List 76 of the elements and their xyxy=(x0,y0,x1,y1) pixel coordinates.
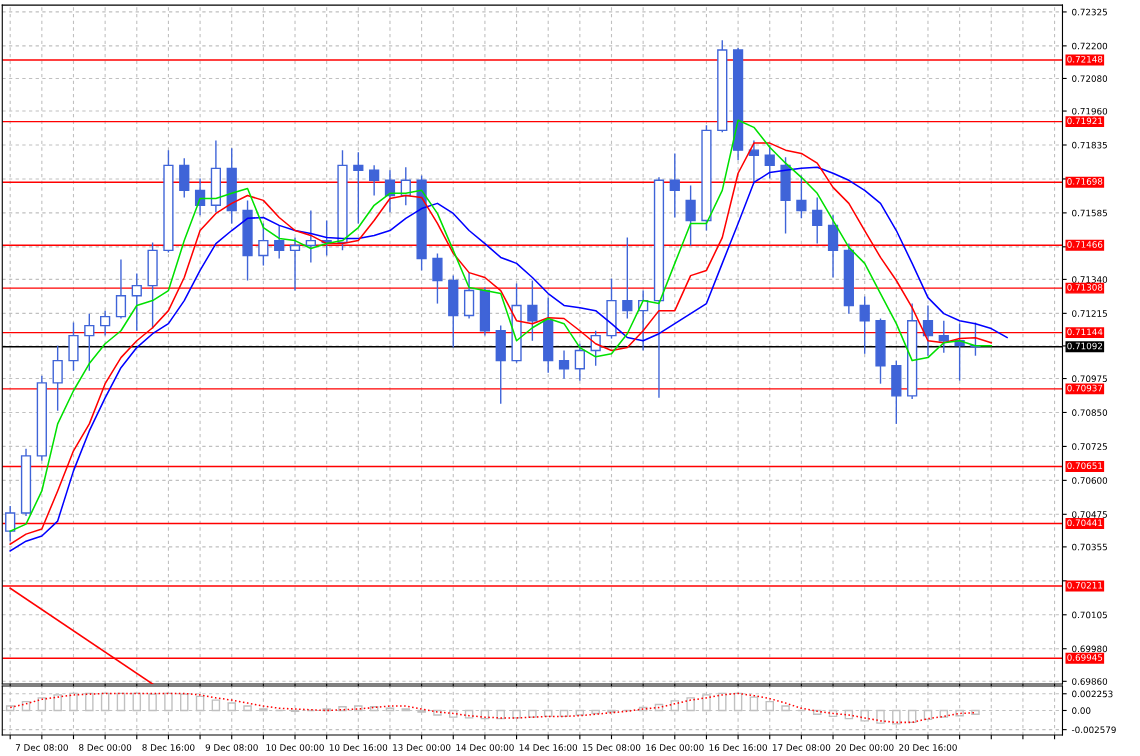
x-tick-label: 13 Dec 00:00 xyxy=(393,744,451,751)
x-tick-label: 15 Dec 08:00 xyxy=(583,744,641,751)
y-tick-label: 0.70850 xyxy=(1072,409,1108,416)
y-tick-label: 0.72080 xyxy=(1072,75,1108,82)
x-tick-label: 16 Dec 16:00 xyxy=(709,744,767,751)
y-tick-label: 0.00 xyxy=(1072,707,1091,714)
candlestick xyxy=(527,279,538,342)
ref-line-label: 0.71921 xyxy=(1067,117,1103,125)
ref-line-label: 0.72148 xyxy=(1067,55,1103,63)
candlestick xyxy=(100,309,111,337)
line-series xyxy=(9,692,977,724)
candlestick xyxy=(669,152,680,219)
candlestick xyxy=(796,174,807,220)
x-tick-label: 14 Dec 00:00 xyxy=(456,744,514,751)
y-tick-label: 0.69980 xyxy=(1072,645,1108,653)
x-tick-label: 16 Dec 00:00 xyxy=(646,744,704,751)
y-tick-label: 0.71585 xyxy=(1072,209,1107,217)
ref-line-label: 0.70651 xyxy=(1067,462,1103,470)
candlestick xyxy=(52,344,63,412)
y-tick-label: 0.71340 xyxy=(1072,276,1108,283)
candlestick xyxy=(5,505,16,542)
candlestick xyxy=(859,295,870,355)
y-tick-label: 0.71835 xyxy=(1072,141,1107,149)
x-tick-label: 8 Dec 16:00 xyxy=(142,744,195,751)
y-tick-label: -0.002579 xyxy=(1071,726,1116,734)
ref-line-label: 0.71466 xyxy=(1067,241,1103,248)
x-tick-label: 8 Dec 00:00 xyxy=(79,744,132,751)
ref-line-label: 0.71144 xyxy=(1067,328,1103,336)
x-tick-label: 10 Dec 16:00 xyxy=(329,744,388,751)
y-tick-label: 0.70975 xyxy=(1072,375,1107,382)
candlestick xyxy=(289,236,301,292)
candlestick xyxy=(131,272,142,332)
candlestick xyxy=(938,319,949,354)
y-tick-label: 0.70725 xyxy=(1072,443,1107,450)
y-tick-label: 0.70355 xyxy=(1072,543,1107,551)
bar xyxy=(116,692,126,712)
x-tick-label: 17 Dec 08:00 xyxy=(772,744,831,751)
candlestick xyxy=(432,252,443,305)
candlestick xyxy=(369,164,380,197)
candlestick xyxy=(353,151,364,225)
x-tick-label: 9 Dec 08:00 xyxy=(205,744,258,751)
ref-line-label: 0.71698 xyxy=(1067,178,1103,185)
candlestick xyxy=(84,312,95,372)
x-tick-label: 14 Dec 16:00 xyxy=(519,744,578,751)
candlestick xyxy=(748,139,760,184)
candlestick xyxy=(622,236,633,320)
candlestick xyxy=(274,224,285,260)
x-tick-label: 7 Dec 08:00 xyxy=(15,744,68,751)
candlestick xyxy=(922,304,934,357)
y-tick-label: 0.72325 xyxy=(1072,8,1107,16)
y-tick-label: 0.70475 xyxy=(1072,511,1107,518)
candlestick xyxy=(574,343,585,382)
y-tick-label: 0.72200 xyxy=(1072,42,1108,50)
y-tick-label: 0.002253 xyxy=(1072,690,1113,698)
x-tick-label: 20 Dec 16:00 xyxy=(899,744,957,751)
y-tick-label: 0.70600 xyxy=(1072,477,1108,484)
ref-line-label: 0.70211 xyxy=(1067,581,1103,589)
x-tick-label: 10 Dec 00:00 xyxy=(266,744,324,751)
candlestick xyxy=(115,258,127,320)
candlestick xyxy=(812,196,823,245)
y-tick-label: 0.71960 xyxy=(1072,107,1108,115)
y-tick-label: 0.71215 xyxy=(1072,310,1107,317)
ref-line-label: 0.70441 xyxy=(1067,519,1103,527)
ref-line-label: 0.69945 xyxy=(1067,654,1103,661)
ref-line-label: 0.70937 xyxy=(1067,384,1103,392)
candlestick xyxy=(764,144,775,180)
x-tick-label: 20 Dec 00:00 xyxy=(835,744,894,751)
candlestick xyxy=(685,184,696,247)
bar xyxy=(654,703,664,712)
ref-line-label: 0.71308 xyxy=(1067,284,1103,291)
candlestick xyxy=(305,209,316,264)
ref-line-label: 0.71092 xyxy=(1067,342,1103,350)
y-tick-label: 0.69860 xyxy=(1072,678,1108,685)
candlestick xyxy=(258,222,269,267)
y-tick-label: 0.70105 xyxy=(1072,611,1107,619)
candlestick xyxy=(558,349,570,380)
